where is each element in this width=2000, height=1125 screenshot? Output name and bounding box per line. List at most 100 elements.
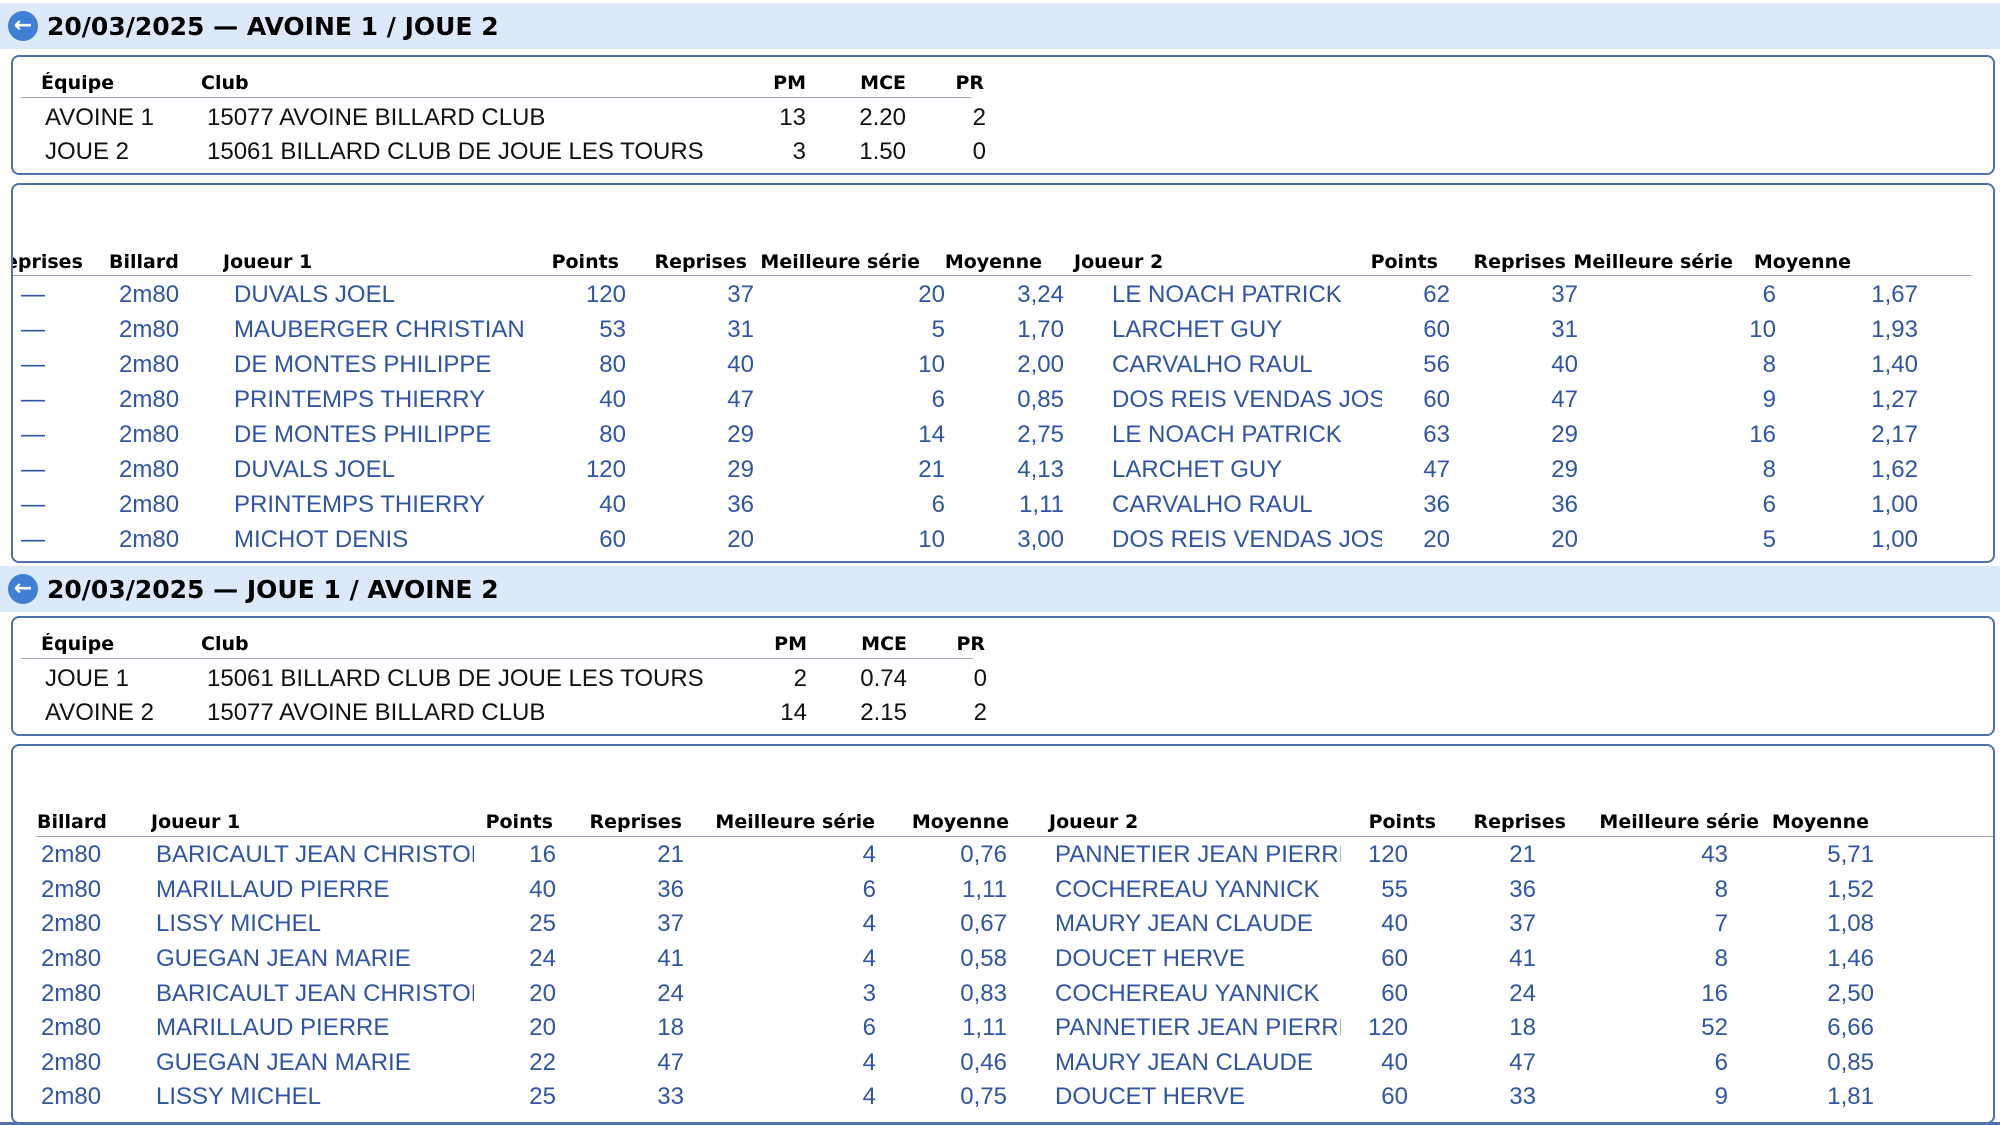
joueur1-link[interactable]: GUEGAN JEAN MARIE (156, 945, 411, 973)
billard-cell: 2m80 (41, 1048, 102, 1076)
reprises2-cell: 29 (1551, 420, 1578, 448)
game-row[interactable]: — 2m80 DUVALS JOEL 120 37 20 3,24 LE NOACH PATR… (13, 277, 1993, 312)
joueur1-link[interactable]: DE MONTES PHILIPPE (234, 420, 492, 448)
serie2-cell: 5 (1762, 525, 1776, 553)
game-row[interactable]: 2m80 LISSY MICHEL 25 37 4 0,67 MAURY JEAN CLAU… (41, 907, 1993, 942)
team-mce: 2.20 (859, 104, 906, 131)
serie2-cell: 7 (1714, 910, 1728, 938)
joueur1-link[interactable]: BARICAULT JEAN CHRISTOPHE (156, 841, 474, 869)
col-points2: Points (1370, 251, 1438, 273)
serie1-cell: 21 (918, 455, 945, 483)
reprises1-cell: 33 (657, 1083, 684, 1111)
moyenne1-cell: 1,70 (1017, 315, 1064, 343)
joueur2-link[interactable]: PANNETIER JEAN PIERRE (1055, 841, 1341, 869)
serie1-cell: 10 (918, 350, 945, 378)
reprises1-cell: 37 (657, 910, 684, 938)
game-row[interactable]: — 2m80 PRINTEMPS THIERRY 40 36 6 1,11 CARVALHO … (13, 487, 1993, 522)
back-arrow-icon[interactable]: ← (8, 11, 38, 41)
billard-cell: 2m80 (41, 841, 102, 869)
joueur2-link[interactable]: LE NOACH PATRICK (1112, 420, 1342, 448)
joueur1-link[interactable]: MARILLAUD PIERRE (156, 1014, 390, 1042)
reprises2-cell: 31 (1551, 315, 1578, 343)
joueur1-link[interactable]: BARICAULT JEAN CHRISTOPHE (156, 979, 474, 1007)
team-pr: 2 (972, 104, 986, 131)
points2-cell: 20 (1423, 525, 1450, 553)
reprises2-cell: 18 (1509, 1014, 1536, 1042)
joueur2-link[interactable]: COCHEREAU YANNICK (1055, 979, 1320, 1007)
reprises1-cell: 31 (727, 315, 754, 343)
match-2-title: 20/03/2025 — JOUE 1 / AVOINE 2 (47, 574, 499, 604)
game-row[interactable]: 2m80 GUEGAN JEAN MARIE 24 41 4 0,58 DOUCET HER… (41, 942, 1993, 977)
joueur1-link[interactable]: DE MONTES PHILIPPE (234, 350, 492, 378)
joueur1-link[interactable]: MARILLAUD PIERRE (156, 875, 390, 903)
joueur1-link[interactable]: PRINTEMPS THIERRY (234, 490, 486, 518)
serie2-cell: 9 (1762, 385, 1776, 413)
moyenne1-cell: 0,75 (960, 1083, 1007, 1111)
reprises2-cell: 47 (1509, 1048, 1536, 1076)
joueur2-link[interactable]: DOUCET HERVE (1055, 1083, 1245, 1111)
joueur1-link[interactable]: GUEGAN JEAN MARIE (156, 1048, 411, 1076)
moyenne1-cell: 0,58 (960, 945, 1007, 973)
joueur2-link[interactable]: LARCHET GUY (1112, 315, 1283, 343)
reprises1-cell: 29 (727, 455, 754, 483)
joueur1-link[interactable]: LISSY MICHEL (156, 1083, 321, 1111)
game-row[interactable]: 2m80 BARICAULT JEAN CHRISTOPHE 20 24 3 0,83 CO… (41, 976, 1993, 1011)
game-row[interactable]: — 2m80 PRINTEMPS THIERRY 40 47 6 0,85 DOS REIS … (13, 382, 1993, 417)
joueur1-link[interactable]: PRINTEMPS THIERRY (234, 385, 486, 413)
game-row[interactable]: — 2m80 DE MONTES PHILIPPE 80 29 14 2,75 LE NOAC… (13, 417, 1993, 452)
joueur2-link[interactable]: DOUCET HERVE (1055, 945, 1245, 973)
serie1-cell: 6 (862, 1014, 876, 1042)
points2-cell: 56 (1423, 350, 1450, 378)
joueur1-link[interactable]: MAUBERGER CHRISTIAN (234, 315, 525, 343)
team-header-row: Équipe Club PM MCE PR (41, 69, 1993, 97)
game-row[interactable]: 2m80 LISSY MICHEL 25 33 4 0,75 DOUCET HERVE 60 3… (41, 1080, 1993, 1115)
joueur2-link[interactable]: DOS REIS VENDAS JOSE (1112, 385, 1382, 413)
game-row[interactable]: — 2m80 DE MONTES PHILIPPE 80 40 10 2,00 CARVALH… (13, 347, 1993, 382)
match-2-section: ← 20/03/2025 — JOUE 1 / AVOINE 2 Équipe … (0, 560, 2000, 1124)
game-row[interactable]: 2m80 GUEGAN JEAN MARIE 22 47 4 0,46 MAURY JEAN… (41, 1046, 1993, 1081)
points2-cell: 40 (1381, 910, 1408, 938)
game-row[interactable]: — 2m80 MICHOT DENIS 60 20 10 3,00 DOS REIS VEND… (13, 522, 1993, 557)
club-name: 15077 AVOINE BILLARD CLUB (207, 104, 546, 131)
joueur1-link[interactable]: MICHOT DENIS (234, 525, 409, 553)
serie2-cell: 52 (1701, 1014, 1728, 1042)
joueur2-link[interactable]: MAURY JEAN CLAUDE (1055, 910, 1313, 938)
game-row[interactable]: 2m80 MARILLAUD PIERRE 40 36 6 1,11 COCHEREAU Y… (41, 873, 1993, 908)
serie2-cell: 16 (1701, 979, 1728, 1007)
joueur2-link[interactable]: DOS REIS VENDAS JOSE (1112, 525, 1382, 553)
joueur2-link[interactable]: PANNETIER JEAN PIERRE (1055, 1014, 1341, 1042)
reprises1-cell: 24 (657, 979, 684, 1007)
points2-cell: 60 (1381, 1083, 1408, 1111)
joueur2-link[interactable]: LE NOACH PATRICK (1112, 280, 1342, 308)
col-moyenne2: Moyenne (1753, 251, 1851, 273)
game-row[interactable]: — 2m80 MAUBERGER CHRISTIAN 53 31 5 1,70 LARCHET… (13, 312, 1993, 347)
joueur1-link[interactable]: DUVALS JOEL (234, 280, 395, 308)
joueur2-link[interactable]: CARVALHO RAUL (1112, 350, 1313, 378)
club-name: 15061 BILLARD CLUB DE JOUE LES TOURS (207, 665, 704, 692)
joueur2-link[interactable]: LARCHET GUY (1112, 455, 1283, 483)
joueur2-link[interactable]: COCHEREAU YANNICK (1055, 875, 1320, 903)
col-pm: PM (773, 72, 806, 94)
billard-cell: 2m80 (119, 490, 180, 518)
reprises1-cell: 29 (727, 420, 754, 448)
points1-cell: 60 (599, 525, 626, 553)
moyenne1-cell: 4,13 (1017, 455, 1064, 483)
game-row[interactable]: — 2m80 DUVALS JOEL 120 29 21 4,13 LARCHET GUY 47… (13, 452, 1993, 487)
match-1-games-box: eprises Billard Joueur 1 Points Reprises… (11, 183, 1995, 563)
game-row[interactable]: 2m80 MARILLAUD PIERRE 20 18 6 1,11 PANNETIER J… (41, 1011, 1993, 1046)
joueur2-link[interactable]: MAURY JEAN CLAUDE (1055, 1048, 1313, 1076)
game-row[interactable]: 2m80 BARICAULT JEAN CHRISTOPHE 16 21 4 0,76 PA… (41, 838, 1993, 873)
joueur2-link[interactable]: CARVALHO RAUL (1112, 490, 1313, 518)
serie2-cell: 9 (1714, 1083, 1728, 1111)
serie2-cell: 6 (1714, 1048, 1728, 1076)
col-joueur1: Joueur 1 (223, 251, 313, 273)
billard-cell: 2m80 (41, 1083, 102, 1111)
moyenne1-cell: 3,00 (1017, 525, 1064, 553)
back-arrow-icon[interactable]: ← (8, 574, 38, 604)
joueur1-link[interactable]: DUVALS JOEL (234, 455, 395, 483)
team-pr: 0 (973, 665, 987, 692)
moyenne2-cell: 5,71 (1827, 841, 1874, 869)
points1-cell: 25 (529, 910, 556, 938)
joueur1-link[interactable]: LISSY MICHEL (156, 910, 321, 938)
reprises1-cell: 36 (657, 875, 684, 903)
